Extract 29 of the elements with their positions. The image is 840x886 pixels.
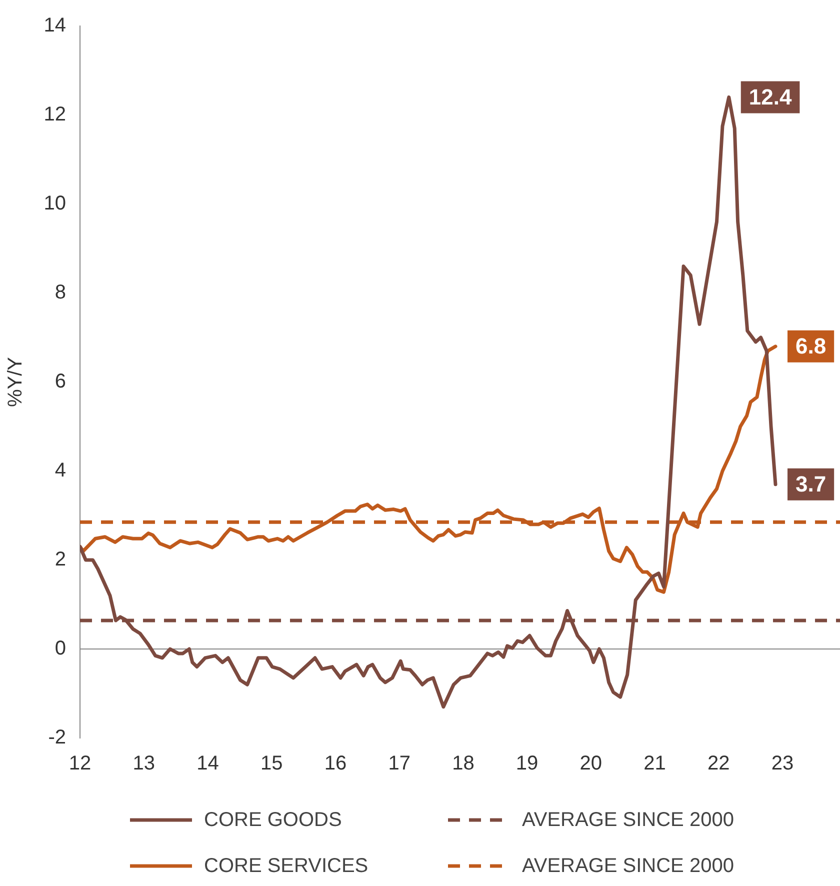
x-tick-label: 16 — [324, 752, 347, 775]
x-tick-label: 20 — [580, 752, 602, 775]
x-tick-label: 17 — [388, 752, 410, 775]
y-tick-label: 14 — [44, 14, 66, 37]
y-tick-label: 12 — [44, 104, 66, 126]
y-tick-label: 10 — [44, 192, 66, 215]
legend-label: CORE GOODS — [204, 808, 342, 832]
y-axis-title: %Y/Y — [4, 356, 27, 408]
x-tick-label: 22 — [708, 752, 730, 775]
legend-label: AVERAGE SINCE 2000 — [522, 854, 734, 878]
x-tick-label: 12 — [68, 752, 92, 775]
y-tick-label: 0 — [54, 638, 66, 660]
y-tick-label: 8 — [54, 282, 66, 304]
x-tick-label: 13 — [132, 752, 155, 775]
y-tick-label: 4 — [54, 460, 66, 482]
x-tick-label: 19 — [516, 752, 538, 775]
legend-label: AVERAGE SINCE 2000 — [522, 808, 734, 832]
x-tick-label: 18 — [452, 752, 474, 775]
y-tick-label: 6 — [54, 370, 66, 393]
y-tick-label: 2 — [54, 548, 66, 571]
legend-label: CORE SERVICES — [204, 854, 368, 878]
x-tick-label: 23 — [771, 752, 794, 775]
data-label: 6.8 — [795, 333, 826, 358]
data-label: 3.7 — [795, 471, 826, 496]
x-tick-label: 14 — [196, 752, 219, 775]
x-tick-label: 15 — [260, 752, 283, 775]
x-tick-label: 21 — [644, 752, 666, 775]
y-tick-label: -2 — [48, 726, 66, 749]
data-label: 12.4 — [748, 84, 792, 110]
